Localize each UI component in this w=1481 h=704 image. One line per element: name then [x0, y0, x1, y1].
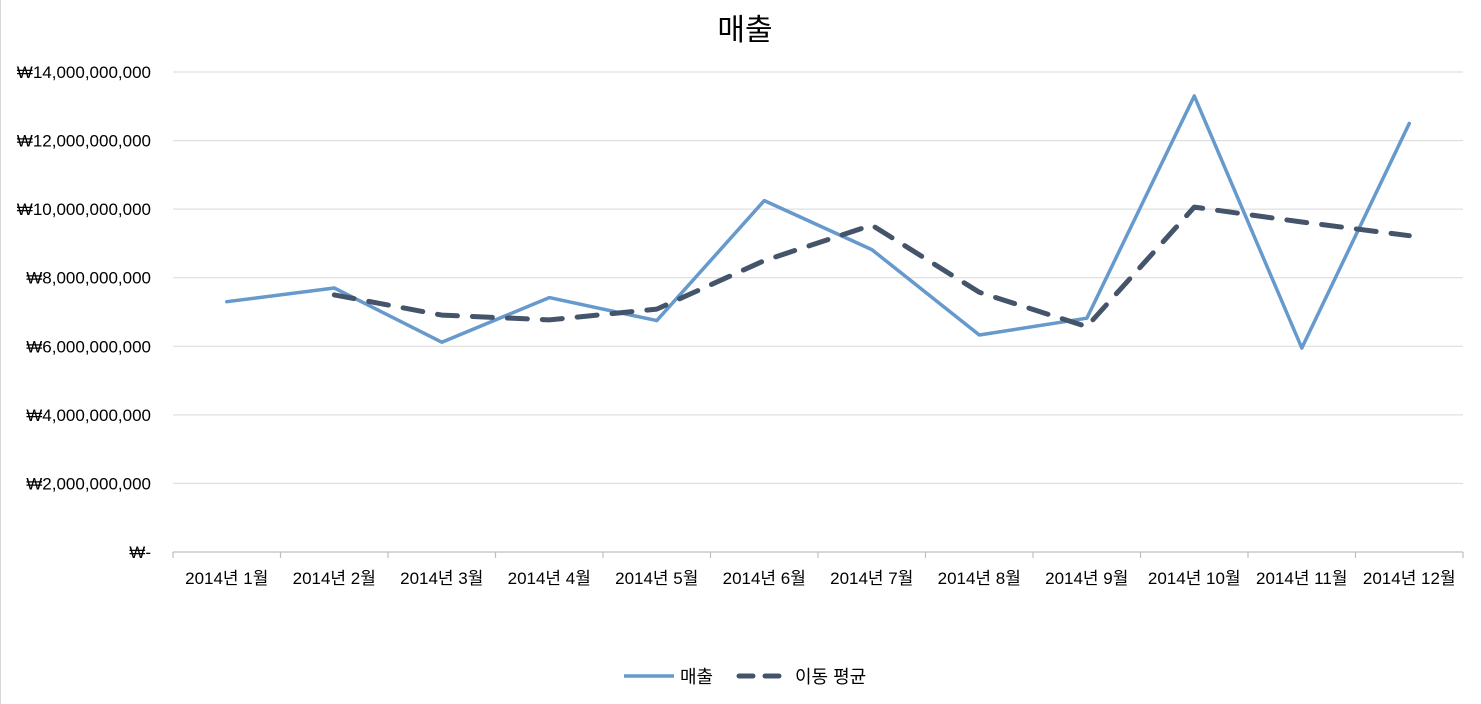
x-tick-label: 2014년 4월: [508, 569, 591, 588]
legend: 매출 이동 평균: [624, 667, 866, 687]
legend-item: 매출: [624, 667, 713, 687]
x-tick-label: 2014년 10월: [1148, 569, 1241, 588]
x-tick-label: 2014년 2월: [293, 569, 376, 588]
legend-item: 이동 평균: [736, 667, 866, 687]
y-tick-label: ₩12,000,000,000: [17, 132, 151, 151]
series-moving-average: [331, 204, 1412, 330]
x-tick-label: 2014년 1월: [185, 569, 268, 588]
series-sales: [225, 94, 1412, 350]
y-tick-label: ₩14,000,000,000: [17, 63, 151, 82]
y-tick-label: ₩4,000,000,000: [26, 406, 151, 425]
y-tick-label: ₩2,000,000,000: [26, 474, 151, 493]
x-tick-label: 2014년 12월: [1363, 569, 1456, 588]
x-tick-label: 2014년 11월: [1256, 569, 1347, 588]
x-tick-label: 2014년 5월: [615, 569, 698, 588]
x-tick-label: 2014년 6월: [723, 569, 806, 588]
legend-label: 매출: [680, 667, 713, 687]
series-line: [225, 94, 1412, 350]
legend-label: 이동 평균: [795, 667, 866, 687]
x-tick-label: 2014년 8월: [938, 569, 1021, 588]
x-tick-label: 2014년 7월: [830, 569, 913, 588]
x-tick-label: 2014년 3월: [400, 569, 483, 588]
series-line: [331, 204, 1412, 330]
axes: ₩- ₩2,000,000,000 ₩4,000,000,000 ₩6,000,000…: [17, 63, 1464, 588]
y-tick-label: ₩6,000,000,000: [26, 337, 151, 356]
gridlines: [173, 71, 1463, 484]
y-tick-label: ₩10,000,000,000: [17, 200, 151, 219]
x-tick-label: 2014년 9월: [1045, 569, 1128, 588]
y-tick-label: ₩8,000,000,000: [26, 269, 151, 288]
y-tick-label: ₩-: [129, 543, 151, 562]
chart-title: 매출: [717, 14, 772, 47]
series: [225, 94, 1412, 350]
